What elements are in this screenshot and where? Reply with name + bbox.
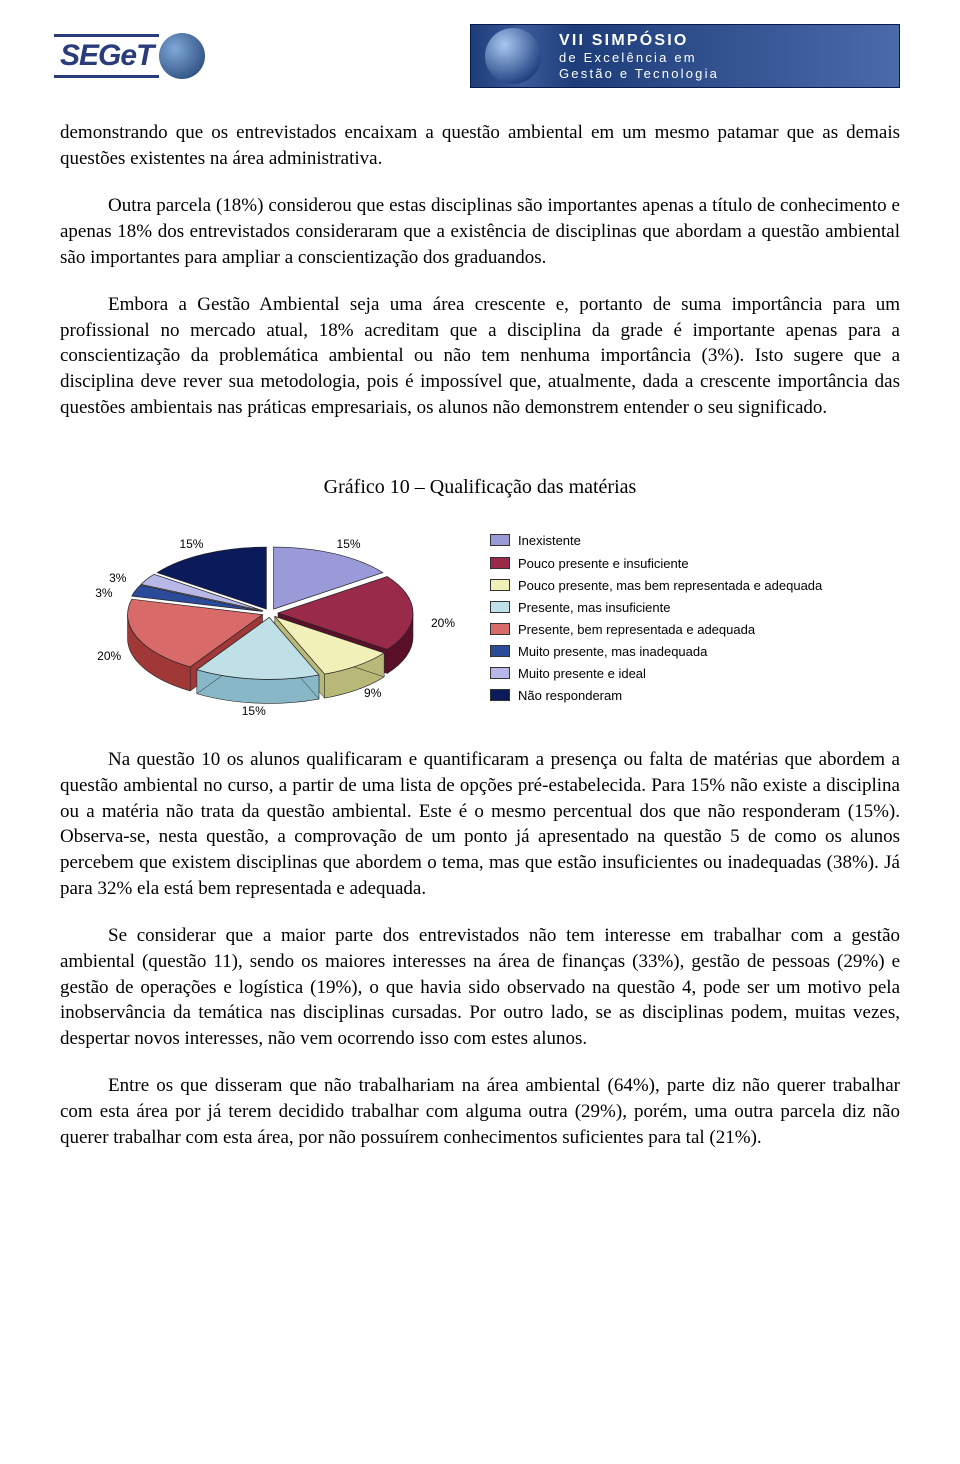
- pie-chart: 15% 20% 9% 15% 20% 3%3% 15%: [70, 525, 460, 725]
- paragraph-3: Embora a Gestão Ambiental seja uma área …: [60, 292, 900, 420]
- legend-item: Não responderam: [490, 686, 822, 706]
- legend-label: Pouco presente e insuficiente: [518, 554, 689, 574]
- legend-swatch: [490, 667, 510, 679]
- legend-item: Pouco presente, mas bem representada e a…: [490, 576, 822, 596]
- legend-item: Muito presente, mas inadequada: [490, 642, 822, 662]
- legend-label: Presente, bem representada e adequada: [518, 620, 755, 640]
- legend-label: Muito presente e ideal: [518, 664, 646, 684]
- paragraph-2: Outra parcela (18%) considerou que estas…: [60, 193, 900, 270]
- chart-legend: Inexistente Pouco presente e insuficiente…: [490, 525, 822, 708]
- banner-globe-icon: [485, 28, 541, 84]
- legend-item: Presente, mas insuficiente: [490, 598, 822, 618]
- paragraph-6: Entre os que disseram que não trabalhari…: [60, 1073, 900, 1150]
- paragraph-5: Se considerar que a maior parte dos entr…: [60, 923, 900, 1051]
- seget-logo-text: SEGeT: [60, 36, 153, 77]
- legend-label: Inexistente: [518, 531, 581, 551]
- banner-text: VII SIMPÓSIO de Excelência em Gestão e T…: [559, 31, 719, 81]
- page-header: SEGeT VII SIMPÓSIO de Excelência em Gest…: [60, 18, 900, 98]
- pie-pct-label: 15%: [179, 536, 203, 552]
- legend-item: Presente, bem representada e adequada: [490, 620, 822, 640]
- pie-svg: [70, 525, 460, 725]
- banner-right: VII SIMPÓSIO de Excelência em Gestão e T…: [470, 24, 900, 88]
- banner-line1: VII SIMPÓSIO: [559, 31, 719, 50]
- pie-pct-label: 20%: [431, 615, 455, 631]
- pie-pct-label: 3%: [109, 570, 126, 586]
- pie-pct-label: 15%: [337, 536, 361, 552]
- chart-title: Gráfico 10 – Qualificação das matérias: [60, 474, 900, 501]
- globe-icon: [159, 33, 205, 79]
- legend-swatch: [490, 601, 510, 613]
- legend-item: Pouco presente e insuficiente: [490, 554, 822, 574]
- legend-swatch: [490, 645, 510, 657]
- pie-pct-label: 3%: [95, 585, 112, 601]
- banner-line2: de Excelência em: [559, 50, 719, 66]
- legend-label: Não responderam: [518, 686, 622, 706]
- banner-line3: Gestão e Tecnologia: [559, 66, 719, 82]
- pie-pct-label: 20%: [97, 648, 121, 664]
- paragraph-4: Na questão 10 os alunos qualificaram e q…: [60, 747, 900, 901]
- legend-label: Muito presente, mas inadequada: [518, 642, 707, 662]
- logo-left: SEGeT: [60, 33, 205, 79]
- paragraph-1: demonstrando que os entrevistados encaix…: [60, 120, 900, 171]
- legend-swatch: [490, 557, 510, 569]
- legend-label: Pouco presente, mas bem representada e a…: [518, 576, 822, 596]
- chart-block: 15% 20% 9% 15% 20% 3%3% 15% Inexistente Pouco p…: [60, 525, 900, 725]
- legend-swatch: [490, 534, 510, 546]
- legend-swatch: [490, 623, 510, 635]
- legend-item: Inexistente: [490, 531, 822, 551]
- legend-swatch: [490, 579, 510, 591]
- legend-swatch: [490, 689, 510, 701]
- legend-label: Presente, mas insuficiente: [518, 598, 670, 618]
- pie-pct-label: 9%: [364, 685, 381, 701]
- legend-item: Muito presente e ideal: [490, 664, 822, 684]
- pie-pct-label: 15%: [242, 703, 266, 719]
